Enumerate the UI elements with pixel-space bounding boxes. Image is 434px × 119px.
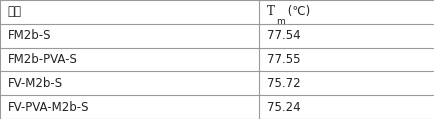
Text: m: m xyxy=(276,17,284,26)
Text: 항체: 항체 xyxy=(8,5,22,18)
Text: T: T xyxy=(266,5,274,18)
Text: FM2b-S: FM2b-S xyxy=(8,29,51,42)
Text: FV-M2b-S: FV-M2b-S xyxy=(8,77,63,90)
Text: FM2b-PVA-S: FM2b-PVA-S xyxy=(8,53,78,66)
Text: 75.72: 75.72 xyxy=(266,77,299,90)
Text: FV-PVA-M2b-S: FV-PVA-M2b-S xyxy=(8,101,89,114)
Text: 75.24: 75.24 xyxy=(266,101,299,114)
Text: 77.54: 77.54 xyxy=(266,29,299,42)
Text: 77.55: 77.55 xyxy=(266,53,299,66)
Text: (℃): (℃) xyxy=(283,5,309,18)
